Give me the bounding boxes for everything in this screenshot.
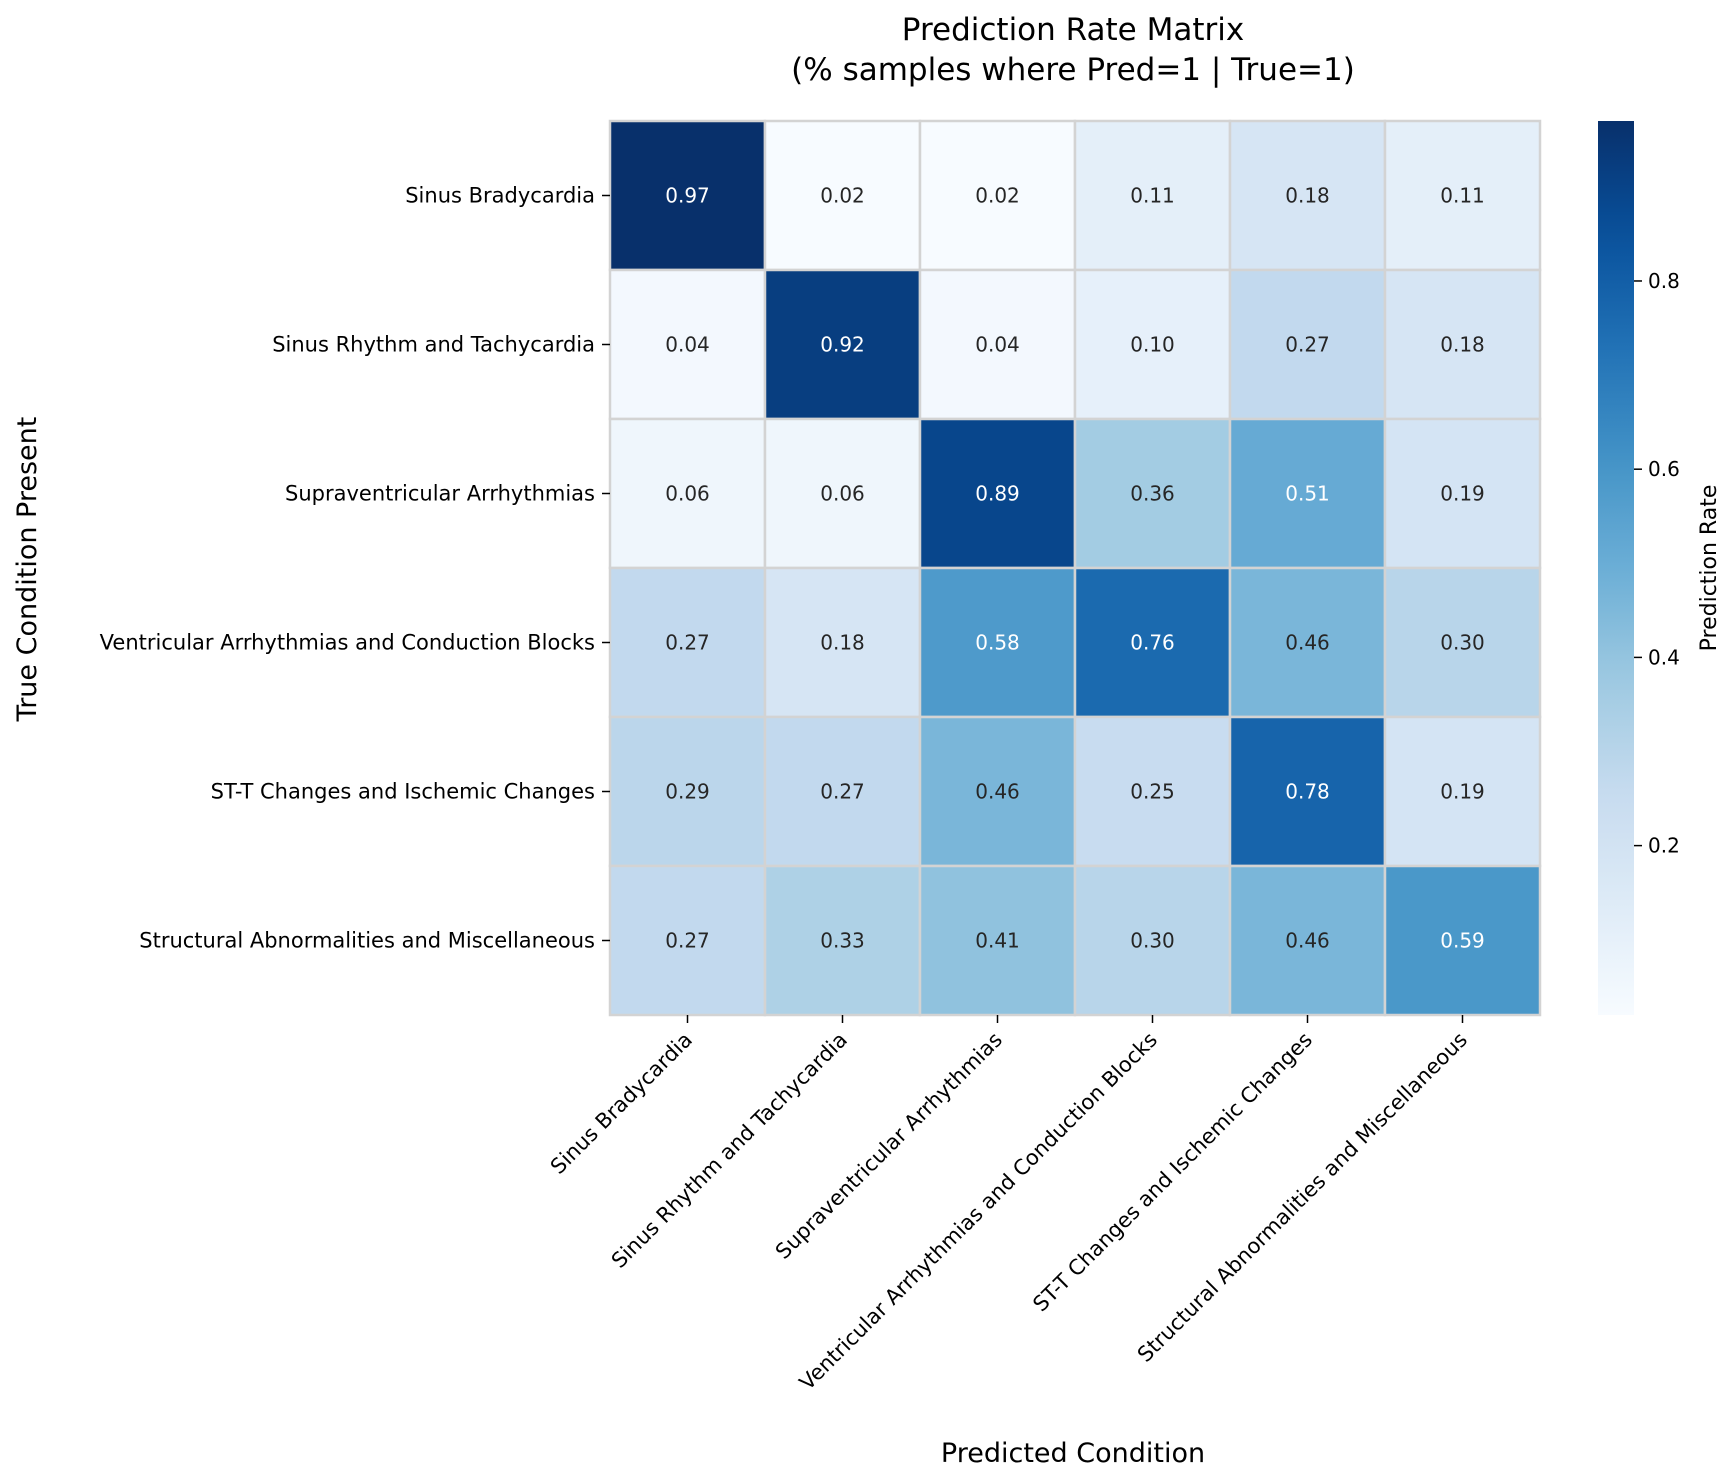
cell-value-label: 0.51 [1285,482,1330,506]
chart-title-line-2: (% samples where Pred=1 | True=1) [791,52,1355,88]
x-tick-label: ST-T Changes and Ischemic Changes [1028,1028,1317,1317]
cell-value-label: 0.11 [1130,184,1175,208]
colorbar-label: Prediction Rate [1697,485,1722,652]
cell-value-label: 0.89 [975,482,1020,506]
y-tick-label: Structural Abnormalities and Miscellaneo… [139,929,595,953]
cell-value-label: 0.06 [665,482,710,506]
cell-value-label: 0.29 [665,780,710,804]
cell-value-label: 0.46 [1285,631,1330,655]
cell-value-label: 0.41 [975,929,1020,953]
y-tick-label: ST-T Changes and Ischemic Changes [211,780,595,804]
colorbar-tick-label: 0.8 [1648,269,1680,293]
y-tick-label: Ventricular Arrhythmias and Conduction B… [100,631,595,655]
cell-value-label: 0.30 [1130,929,1175,953]
cell-value-label: 0.04 [665,333,710,357]
heatmap-cell [918,566,1077,719]
cell-value-label: 0.25 [1130,780,1175,804]
cell-value-label: 0.58 [975,631,1020,655]
x-tick-label: Ventricular Arrhythmias and Conduction B… [795,1028,1162,1395]
y-tick-label: Sinus Rhythm and Tachycardia [272,333,595,357]
heatmap-cell [1228,566,1387,719]
cell-value-label: 0.27 [820,780,865,804]
cell-value-label: 0.19 [1440,780,1485,804]
heatmap-cell [1383,119,1542,272]
x-tick-label: Sinus Bradycardia [546,1028,697,1179]
cell-value-label: 0.18 [1285,184,1330,208]
heatmap-cell [1228,417,1387,570]
cell-value-label: 0.27 [1285,333,1330,357]
heatmap-cell [1228,715,1387,868]
cell-value-label: 0.19 [1440,482,1485,506]
cell-value-label: 0.78 [1285,780,1330,804]
heatmap-cell [1383,864,1542,1017]
cell-value-label: 0.04 [975,333,1020,357]
heatmap-cells: 0.97 0.02 0.02 0.11 0.18 0.11 0.04 0.92 0.04 0.10… [608,119,1542,1017]
heatmap-cell [1073,268,1232,421]
chart-title-line-1: Prediction Rate Matrix [902,12,1244,48]
heatmap-cell [763,566,922,719]
y-tick-label: Sinus Bradycardia [405,184,595,208]
heatmap-cell [1383,417,1542,570]
heatmap-cell [1383,268,1542,421]
colorbar-ticks: 0.2 0.4 0.6 0.8 [1634,269,1680,858]
colorbar-tick-label: 0.6 [1648,457,1680,481]
colorbar [1598,121,1634,1015]
y-axis-title: True Condition Present [12,417,43,723]
heatmap-cell [763,119,922,272]
cell-value-label: 0.30 [1440,631,1485,655]
cell-value-label: 0.97 [665,184,710,208]
heatmap-cell [918,715,1077,868]
cell-value-label: 0.76 [1130,631,1175,655]
y-axis-ticks: Sinus Bradycardia Sinus Rhythm and Tachyc… [100,184,610,953]
heatmap-cell [608,715,767,868]
cell-value-label: 0.18 [820,631,865,655]
x-tick-label: Structural Abnormalities and Miscellaneo… [1133,1028,1472,1367]
cell-value-label: 0.02 [975,184,1020,208]
heatmap-cell [763,268,922,421]
colorbar-tick-label: 0.4 [1648,645,1680,669]
x-axis-title: Predicted Condition [941,1438,1205,1469]
cell-value-label: 0.59 [1440,929,1485,953]
heatmap-cell [608,864,767,1017]
cell-value-label: 0.46 [975,780,1020,804]
heatmap-cell [1073,417,1232,570]
cell-value-label: 0.92 [820,333,865,357]
cell-value-label: 0.36 [1130,482,1175,506]
heatmap-cell [1073,715,1232,868]
heatmap-cell [918,119,1077,272]
cell-value-label: 0.02 [820,184,865,208]
heatmap-cell [608,119,767,272]
heatmap-cell [1383,715,1542,868]
cell-value-label: 0.06 [820,482,865,506]
heatmap-cell [763,417,922,570]
cell-value-label: 0.46 [1285,929,1330,953]
heatmap-cell [1383,566,1542,719]
cell-value-label: 0.18 [1440,333,1485,357]
heatmap-cell [608,566,767,719]
cell-value-label: 0.10 [1130,333,1175,357]
cell-value-label: 0.11 [1440,184,1485,208]
heatmap-cell [1073,566,1232,719]
cell-value-label: 0.27 [665,631,710,655]
cell-value-label: 0.33 [820,929,865,953]
cell-value-label: 0.27 [665,929,710,953]
y-tick-label: Supraventricular Arrhythmias [285,482,595,506]
colorbar-tick-label: 0.2 [1648,834,1680,858]
